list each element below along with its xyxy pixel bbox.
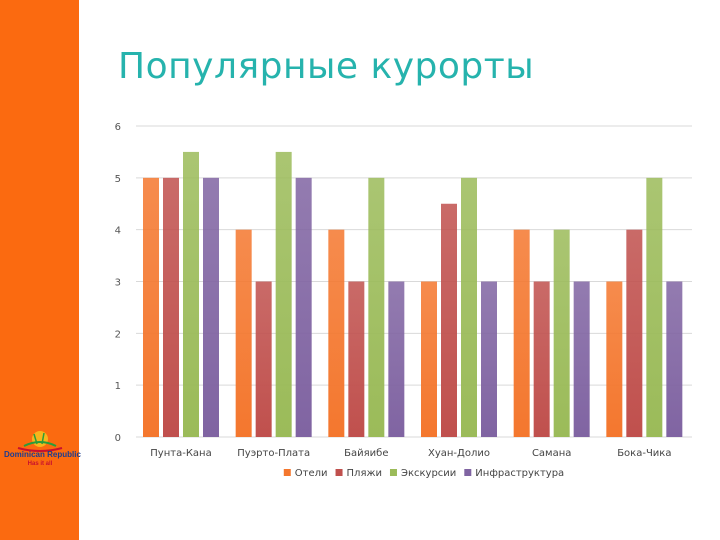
bar xyxy=(626,229,643,437)
bars xyxy=(143,151,683,438)
legend-label: Пляжи xyxy=(347,468,382,479)
logo-text-slogan: Has it all xyxy=(27,461,53,467)
bar xyxy=(368,177,385,438)
bar xyxy=(295,177,312,438)
bar xyxy=(235,229,252,437)
y-tick-label: 6 xyxy=(115,122,121,133)
bar xyxy=(203,177,219,438)
y-tick-label: 5 xyxy=(115,174,121,185)
bar xyxy=(348,281,365,437)
bar xyxy=(421,281,437,437)
bar xyxy=(275,151,292,437)
legend: Отели Пляжи Экскурсии Инфраструктура xyxy=(283,468,564,479)
bar xyxy=(646,177,663,438)
category-label: Пуэрто-Плата xyxy=(237,448,310,459)
bar xyxy=(328,229,345,437)
bar xyxy=(255,281,272,437)
bar xyxy=(481,281,497,437)
bar xyxy=(183,151,199,437)
logo-text-country: Dominican Republic xyxy=(4,450,81,459)
bar xyxy=(533,281,550,437)
category-labels: Пунта-Кана Пуэрто-Плата Байяибе Хуан-Долио С… xyxy=(150,448,671,459)
legend-swatch xyxy=(335,469,343,476)
category-label: Самана xyxy=(532,448,571,459)
y-tick-label: 2 xyxy=(115,329,121,340)
sun-palm-logo-icon xyxy=(17,431,63,452)
category-label: Бока-Чика xyxy=(617,448,671,459)
y-tick-label: 3 xyxy=(115,278,121,289)
bar xyxy=(606,281,623,437)
bar xyxy=(553,229,570,437)
legend-label: Экскурсии xyxy=(401,468,456,479)
legend-label: Инфраструктура xyxy=(475,468,564,479)
legend-swatch xyxy=(283,469,291,476)
y-tick-label: 1 xyxy=(115,381,121,392)
grid-lines xyxy=(136,125,692,438)
legend-swatch xyxy=(389,469,397,476)
y-tick-label: 4 xyxy=(115,226,121,237)
legend-label: Отели xyxy=(295,468,328,479)
category-label: Хуан-Долио xyxy=(428,448,490,459)
bar xyxy=(388,281,405,437)
bar xyxy=(666,281,683,437)
bar xyxy=(143,177,159,438)
y-axis-ticks: 0 1 2 3 4 5 6 xyxy=(115,122,121,444)
bar xyxy=(573,281,590,437)
legend-swatch xyxy=(464,469,472,476)
bar xyxy=(513,229,530,437)
bar xyxy=(461,177,477,438)
slide-title: Популярные курорты xyxy=(118,46,535,87)
bar xyxy=(441,203,457,437)
y-tick-label: 0 xyxy=(115,433,121,444)
bar xyxy=(163,177,179,438)
category-label: Пунта-Кана xyxy=(150,448,211,459)
category-label: Байяибе xyxy=(344,448,388,459)
